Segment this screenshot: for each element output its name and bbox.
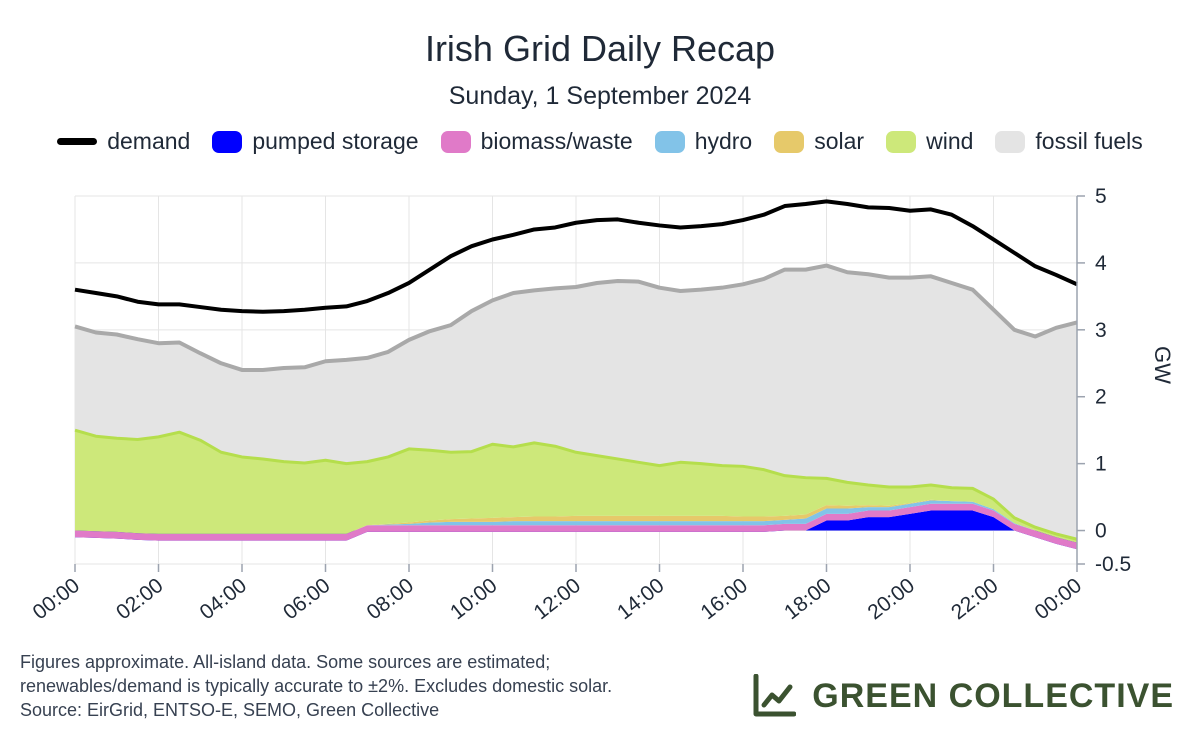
chart-legend: demand pumped storage biomass/waste hydro so… (0, 128, 1200, 155)
area-biomass-waste (75, 503, 1077, 550)
chart-subtitle: Sunday, 1 September 2024 (448, 82, 752, 110)
x-tick-label: 12:00 (529, 574, 585, 624)
footnote-line: Figures approximate. All-island data. So… (20, 652, 551, 672)
x-tick-label: 10:00 (446, 574, 502, 624)
footnote-line: Source: EirGrid, ENTSO-E, SEMO, Green Co… (20, 700, 440, 720)
legend-swatch (57, 138, 98, 145)
brand-name: GREEN COLLECTIVE (812, 676, 1174, 715)
x-tick-label: 04:00 (195, 574, 251, 624)
legend-item-wind[interactable]: wind (886, 128, 973, 155)
legend-label: wind (926, 128, 974, 154)
footnote: Figures approximate. All-island data. So… (20, 650, 612, 722)
x-tick-label: 16:00 (696, 574, 752, 624)
y-tick-label: 2 (1095, 386, 1107, 409)
chart-line-icon (753, 674, 797, 717)
x-tick-label: 02:00 (112, 574, 168, 624)
legend-swatch (774, 130, 805, 153)
x-tick-label: 22:00 (947, 574, 1003, 624)
x-tick-label: 00:00 (28, 574, 84, 624)
legend-item-demand[interactable]: demand (57, 128, 190, 155)
legend-swatch (886, 130, 917, 153)
y-tick-label: 1 (1095, 453, 1107, 476)
y-tick-label: -0.5 (1095, 553, 1131, 576)
legend-item-hydro[interactable]: hydro (654, 128, 753, 155)
legend-label: solar (814, 128, 865, 154)
y-axis-label: GW (1150, 346, 1175, 384)
legend-swatch (995, 130, 1026, 153)
area-hydro (75, 500, 1077, 543)
y-tick-label: 5 (1095, 185, 1107, 208)
legend-swatch (440, 130, 471, 153)
area-fossil-fuels (75, 265, 1077, 540)
footnote-line: renewables/demand is typically accurate … (20, 676, 613, 696)
legend-item-solar[interactable]: solar (774, 128, 864, 155)
y-tick-label: 0 (1095, 520, 1107, 543)
area-wind (75, 430, 1077, 543)
legend-swatch (212, 130, 243, 153)
legend-item-biomass-waste[interactable]: biomass/waste (440, 128, 633, 155)
x-tick-label: 18:00 (780, 574, 836, 624)
outline-fossil-fuels (74, 263, 1078, 372)
x-tick-label: 08:00 (362, 574, 418, 624)
chart-title: Irish Grid Daily Recap (424, 28, 776, 69)
line-demand (74, 199, 1078, 314)
legend-item-pumped-storage[interactable]: pumped storage (212, 128, 419, 155)
legend-label: pumped storage (252, 128, 419, 154)
brand-logo: GREEN COLLECTIVE (752, 674, 1174, 718)
legend-label: demand (107, 128, 191, 154)
x-tick-label: 14:00 (613, 574, 669, 624)
legend-label: biomass/waste (480, 128, 633, 154)
x-tick-label: 00:00 (1030, 574, 1086, 624)
chart-canvas: 5 4 3 2 1 0 -0.5 GW 00:00 02:00 04:00 06:00 08:00 10:… (28, 185, 1175, 624)
legend-label: hydro (694, 128, 753, 154)
y-tick-label: 3 (1095, 319, 1107, 342)
y-tick-label: 4 (1095, 252, 1107, 275)
x-tick-label: 06:00 (279, 574, 335, 624)
outline-wind (74, 428, 1078, 541)
legend-swatch (654, 130, 685, 153)
legend-item-fossil-fuels[interactable]: fossil fuels (995, 128, 1143, 155)
x-tick-label: 20:00 (863, 574, 919, 624)
legend-label: fossil fuels (1035, 128, 1143, 154)
